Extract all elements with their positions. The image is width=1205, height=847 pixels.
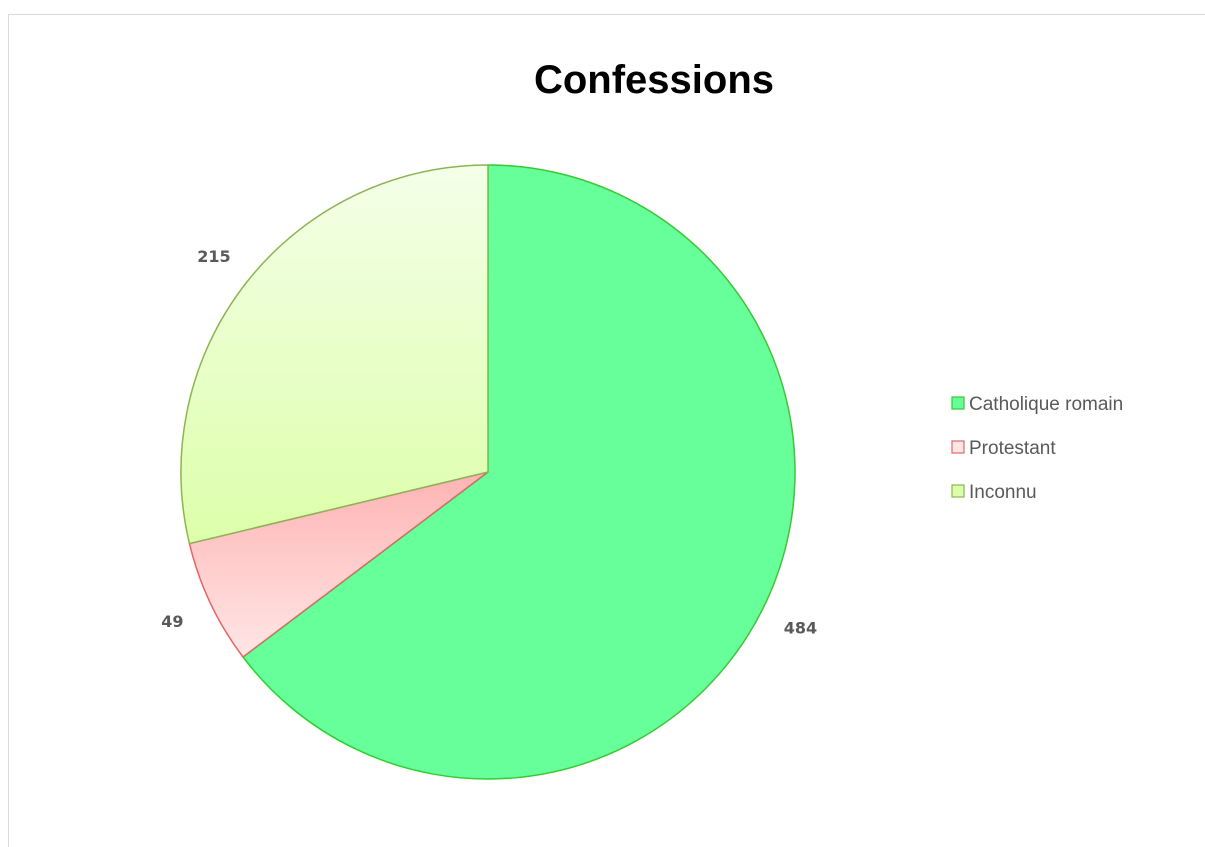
legend: Catholique romain Protestant Inconnu	[951, 394, 1123, 503]
pie-slices	[180, 164, 796, 780]
legend-label-protestant: Protestant	[969, 438, 1056, 459]
legend-label-inconnu: Inconnu	[969, 482, 1037, 503]
data-label-inconnu: 215	[197, 247, 230, 266]
legend-swatch-protestant	[951, 440, 965, 454]
pie-slice-protestant	[188, 471, 489, 659]
chart-frame	[8, 14, 1205, 847]
data-labels: 484 49 215	[161, 247, 817, 638]
pie-slice-inconnu	[180, 164, 489, 545]
legend-swatch-catholique-romain	[951, 396, 965, 410]
legend-swatch-inconnu	[951, 484, 965, 498]
chart-title: Confessions	[534, 58, 774, 102]
pie-slice-catholique-romain	[241, 164, 796, 780]
legend-label-catholique-romain: Catholique romain	[969, 394, 1123, 415]
data-label-protestant: 49	[161, 612, 183, 631]
data-label-catholique-romain: 484	[784, 619, 817, 638]
